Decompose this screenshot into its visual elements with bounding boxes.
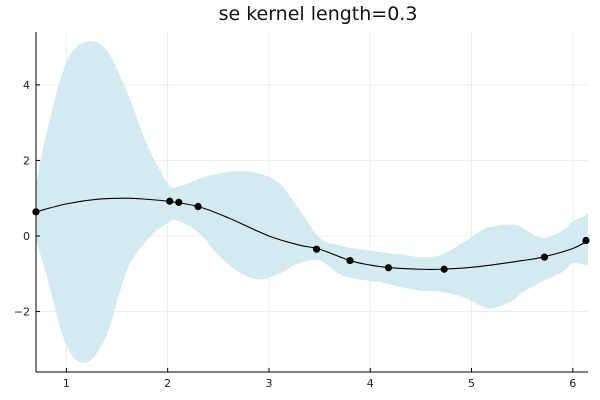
y-tick-label: 2 (23, 154, 30, 167)
axes (35, 32, 588, 373)
x-tick-label: 1 (63, 377, 70, 390)
x-tick-label: 5 (468, 377, 475, 390)
y-tick-label: 0 (23, 230, 30, 243)
data-point (346, 256, 354, 265)
x-tick-label: 6 (569, 377, 576, 390)
data-point (582, 236, 590, 245)
data-point (175, 198, 183, 206)
x-tick-label: 3 (265, 377, 272, 390)
x-tick-label: 2 (164, 377, 171, 390)
confidence-band (36, 40, 588, 363)
y-tick-labels: −2 0 2 4 (14, 79, 30, 319)
data-point (166, 197, 174, 205)
data-point (384, 264, 393, 272)
data-point (540, 253, 549, 261)
data-point (312, 245, 321, 253)
mean-line-layer (35, 197, 589, 271)
data-point (440, 265, 448, 273)
x-tick-label: 4 (367, 377, 374, 390)
x-tick-labels: 1 2 3 4 5 6 (63, 377, 576, 390)
confidence-band-layer (36, 40, 588, 363)
chart-title: se kernel length=0.3 (219, 3, 418, 25)
grid-lines (36, 32, 588, 372)
y-tick-label: −2 (14, 306, 30, 319)
mean-line (35, 197, 589, 271)
data-point (194, 202, 202, 211)
y-tick-label: 4 (23, 79, 30, 92)
